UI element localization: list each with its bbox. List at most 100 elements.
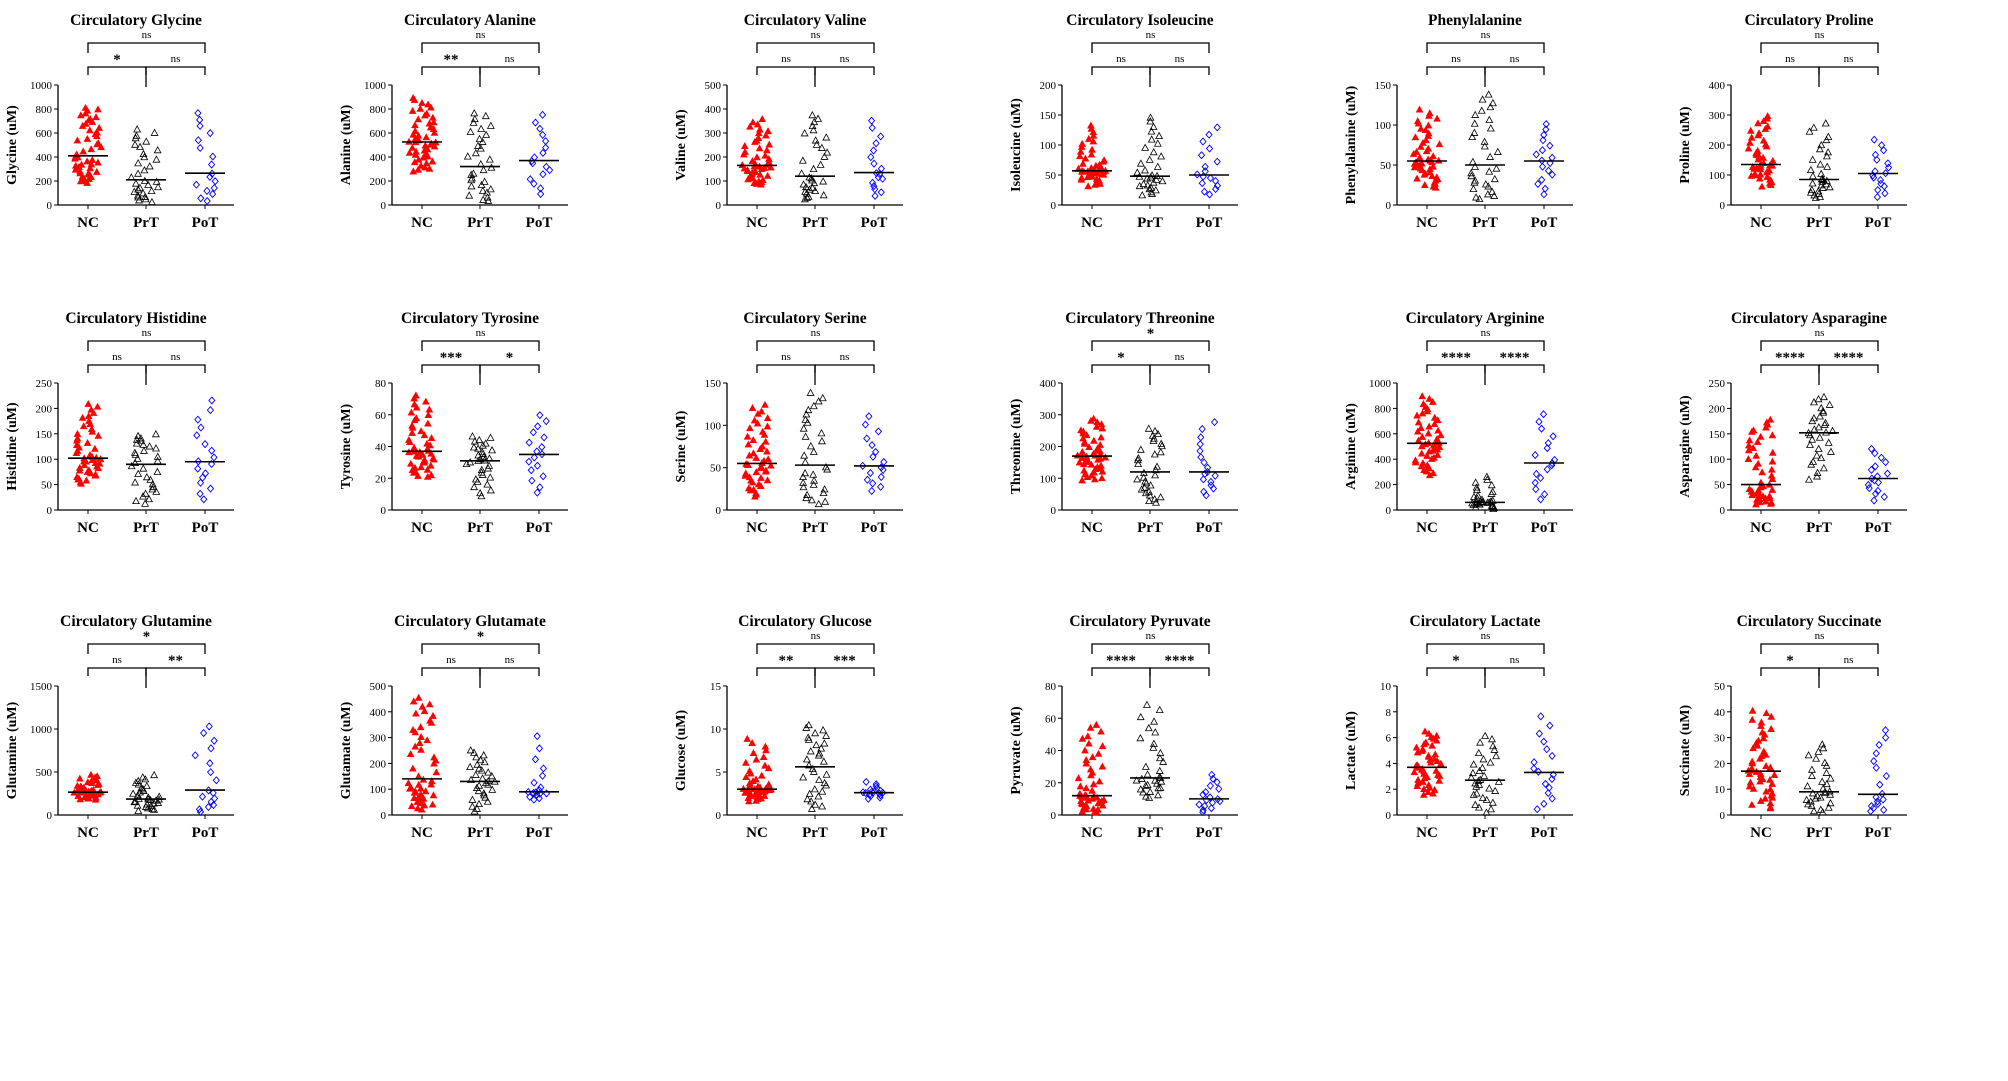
y-tick-label: 100: [705, 176, 722, 188]
data-point-nc: [76, 774, 84, 782]
data-point-prt: [1472, 193, 1481, 201]
data-point-nc: [422, 133, 431, 141]
data-point-prt: [484, 768, 493, 776]
data-point-pot: [1532, 469, 1540, 479]
data-point-nc: [1419, 459, 1427, 467]
data-point-prt: [805, 789, 814, 797]
data-point-nc: [94, 139, 103, 147]
y-tick-label: 100: [1375, 120, 1392, 132]
data-point-prt: [483, 780, 492, 788]
data-point-nc: [1097, 461, 1105, 469]
data-point-prt: [819, 488, 828, 497]
data-point-nc: [91, 444, 99, 452]
data-point-nc: [1768, 789, 1776, 797]
data-point-pot: [197, 194, 205, 203]
data-point-nc: [411, 127, 419, 134]
panel-title: Circulatory Isoleucine: [1066, 12, 1213, 29]
data-point-pot: [538, 110, 547, 119]
data-point-nc: [416, 723, 425, 731]
data-point-nc: [407, 459, 415, 467]
data-point-prt: [814, 792, 823, 800]
data-point-pot: [528, 476, 536, 485]
data-point-pot: [874, 427, 883, 436]
data-point-pot: [525, 457, 533, 466]
data-point-pot: [1544, 789, 1552, 798]
significance-bracket: [421, 667, 481, 676]
data-point-pot: [209, 788, 217, 798]
significance-label: ns: [1481, 630, 1491, 642]
data-point-nc: [87, 776, 96, 784]
data-point-pot: [210, 453, 218, 462]
data-point-nc: [1767, 498, 1776, 506]
y-tick-label: 1000: [1369, 378, 1392, 390]
y-axis-label: Threonine (uM): [1009, 398, 1024, 494]
significance-label: **: [444, 52, 459, 68]
data-point-nc: [1076, 147, 1085, 155]
data-point-nc: [1413, 117, 1422, 125]
data-point-pot: [1199, 790, 1207, 799]
data-point-prt: [139, 446, 148, 454]
data-point-pot: [209, 800, 218, 810]
data-point-prt: [819, 757, 828, 765]
data-point-pot: [1199, 475, 1207, 484]
data-point-prt: [814, 499, 823, 508]
data-point-nc: [423, 736, 432, 744]
data-point-nc: [1744, 455, 1753, 462]
significance-bracket: [479, 667, 540, 676]
data-point-nc: [1096, 440, 1105, 448]
data-point-pot: [1198, 424, 1206, 434]
significance-label: ns: [1146, 29, 1156, 41]
x-tick-label: NC: [411, 520, 433, 536]
x-tick-label: PrT: [133, 215, 159, 231]
significance-label: ns: [781, 351, 791, 363]
data-point-nc: [417, 745, 425, 753]
y-tick-label: 0: [716, 200, 722, 212]
data-point-pot: [526, 175, 534, 184]
y-tick-label: 4: [1386, 758, 1392, 770]
data-point-nc: [765, 140, 774, 148]
y-tick-label: 300: [1709, 110, 1726, 122]
data-point-prt: [803, 795, 812, 803]
data-point-prt: [487, 771, 496, 780]
data-point-prt: [467, 170, 476, 178]
y-tick-label: 1000: [30, 80, 53, 92]
data-point-nc: [73, 136, 82, 144]
data-point-prt: [1470, 128, 1479, 136]
data-point-prt: [822, 731, 831, 739]
data-point-prt: [486, 473, 495, 481]
x-tick-label: PrT: [1806, 215, 1832, 231]
data-point-nc: [741, 469, 750, 477]
data-point-pot: [1539, 136, 1547, 145]
data-point-prt: [1807, 801, 1816, 809]
data-point-pot: [209, 189, 217, 199]
data-point-prt: [134, 185, 143, 193]
data-point-prt: [131, 458, 140, 467]
significance-bracket: [1426, 340, 1545, 351]
data-point-prt: [468, 174, 476, 182]
data-point-pot: [1881, 458, 1890, 467]
data-point-pot: [210, 794, 219, 803]
significance-label: ****: [1106, 653, 1136, 669]
data-point-pot: [524, 788, 532, 797]
significance-label: ns: [476, 29, 486, 41]
data-point-prt: [1155, 773, 1164, 781]
data-point-prt: [1138, 191, 1147, 199]
data-point-prt: [135, 183, 144, 191]
data-point-prt: [1806, 440, 1814, 448]
data-point-nc: [760, 791, 769, 799]
data-point-prt: [804, 405, 813, 414]
x-tick-label: PoT: [1531, 520, 1558, 536]
data-point-pot: [1876, 780, 1884, 789]
data-point-prt: [1818, 740, 1827, 748]
significance-bracket: [145, 667, 206, 676]
significance-label: **: [779, 653, 794, 669]
data-point-prt: [151, 429, 160, 438]
data-point-prt: [1485, 167, 1494, 175]
data-point-pot: [536, 184, 545, 193]
data-point-prt: [478, 774, 487, 782]
data-point-prt: [1813, 472, 1822, 480]
data-point-prt: [1486, 102, 1495, 111]
data-point-prt: [1155, 705, 1164, 713]
data-point-nc: [1085, 739, 1093, 747]
data-point-prt: [144, 793, 153, 801]
